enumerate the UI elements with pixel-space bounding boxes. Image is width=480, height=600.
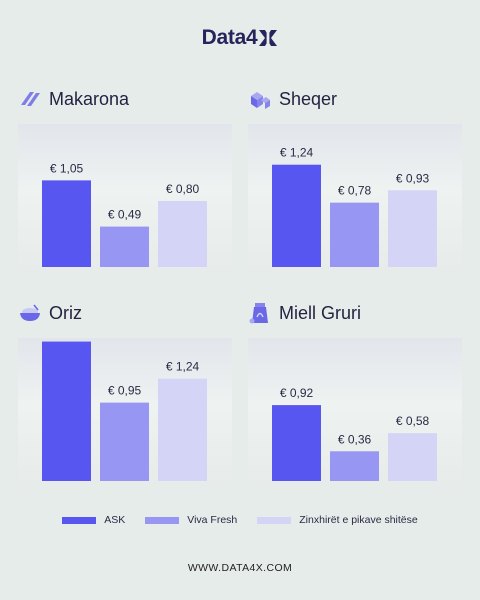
data-label-zinxhiret-e-pikave-shitese: € 0,58 bbox=[396, 414, 430, 428]
bar-zinxhiret-e-pikave-shitese bbox=[388, 190, 437, 267]
data-label-ask: € 0,92 bbox=[280, 386, 314, 400]
legend-label: Viva Fresh bbox=[187, 514, 238, 526]
panel-title-text: Oriz bbox=[49, 302, 82, 323]
panel-title: Sheqer bbox=[248, 86, 337, 112]
legend-label: Zinxhirët e pikave shitëse bbox=[299, 514, 418, 526]
bar-chart-makarona: € 1,05 € 0,49 € 0,80 bbox=[18, 124, 232, 270]
bar-chart-oriz: € 1,69€ 0,95€ 1,24 bbox=[18, 338, 232, 484]
bar-viva-fresh bbox=[100, 226, 149, 267]
bar-ask bbox=[272, 164, 321, 267]
sugar-cubes-icon bbox=[251, 92, 270, 109]
data-label-viva-fresh: € 0,36 bbox=[338, 432, 372, 446]
data-label-zinxhiret-e-pikave-shitese: € 1,24 bbox=[166, 360, 200, 374]
bar-ask bbox=[272, 405, 321, 481]
panel-title: Makarona bbox=[18, 86, 129, 112]
bar-zinxhiret-e-pikave-shitese bbox=[388, 433, 437, 481]
bar-chart-sheqer: € 1,24 € 0,78 € 0,93 bbox=[248, 124, 462, 270]
bar-zinxhiret-e-pikave-shitese bbox=[158, 378, 207, 481]
legend: ASK Viva Fresh Zinxhirët e pikave shitës… bbox=[0, 514, 480, 526]
legend-swatch bbox=[145, 516, 180, 524]
data-label-ask: € 1,05 bbox=[50, 161, 84, 175]
bar-viva-fresh bbox=[100, 402, 149, 481]
bar-viva-fresh bbox=[330, 202, 379, 267]
flour-bag-icon bbox=[249, 303, 268, 324]
legend-item-zinxhiret: Zinxhirët e pikave shitëse bbox=[257, 514, 418, 526]
panel-title: Miell Gruri bbox=[248, 300, 361, 326]
panel-title-text: Sheqer bbox=[279, 88, 338, 109]
data-label-zinxhiret-e-pikave-shitese: € 0,93 bbox=[396, 171, 430, 185]
rice-bowl-icon bbox=[20, 304, 40, 321]
pasta-icon bbox=[21, 92, 40, 106]
bar-zinxhiret-e-pikave-shitese bbox=[158, 201, 207, 267]
bar-ask bbox=[42, 180, 91, 267]
legend-item-ask: ASK bbox=[62, 514, 125, 526]
legend-swatch bbox=[62, 516, 97, 524]
panel-title-text: Miell Gruri bbox=[279, 302, 362, 323]
data-label-viva-fresh: € 0,78 bbox=[338, 184, 372, 198]
data-label-viva-fresh: € 0,95 bbox=[108, 384, 142, 398]
data-label-zinxhiret-e-pikave-shitese: € 0,80 bbox=[166, 182, 200, 196]
brand-logo: Data4 bbox=[0, 26, 480, 50]
plot-area: € 0,92 € 0,36 € 0,58 bbox=[248, 338, 462, 484]
brand-x-mark-icon bbox=[259, 30, 278, 46]
plot-area: € 1,05 € 0,49 € 0,80 bbox=[18, 124, 232, 270]
legend-label: ASK bbox=[104, 514, 126, 526]
bar-viva-fresh bbox=[330, 451, 379, 481]
data-label-ask: € 1,24 bbox=[280, 146, 314, 160]
panel-title: Oriz bbox=[18, 300, 82, 326]
legend-swatch bbox=[257, 516, 292, 524]
plot-area: € 1,24 € 0,78 € 0,93 bbox=[248, 124, 462, 270]
brand-name: Data4 bbox=[201, 26, 258, 49]
data-label-viva-fresh: € 0,49 bbox=[108, 208, 142, 222]
bar-ask bbox=[42, 341, 91, 481]
panel-title-text: Makarona bbox=[49, 88, 130, 109]
plot-area: € 1,69€ 0,95€ 1,24 bbox=[18, 338, 232, 484]
legend-item-viva-fresh: Viva Fresh bbox=[145, 514, 237, 526]
bar-chart-miell-gruri: € 0,92 € 0,36 € 0,58 bbox=[248, 338, 462, 484]
website-link[interactable]: WWW.DATA4X.COM bbox=[187, 562, 293, 574]
